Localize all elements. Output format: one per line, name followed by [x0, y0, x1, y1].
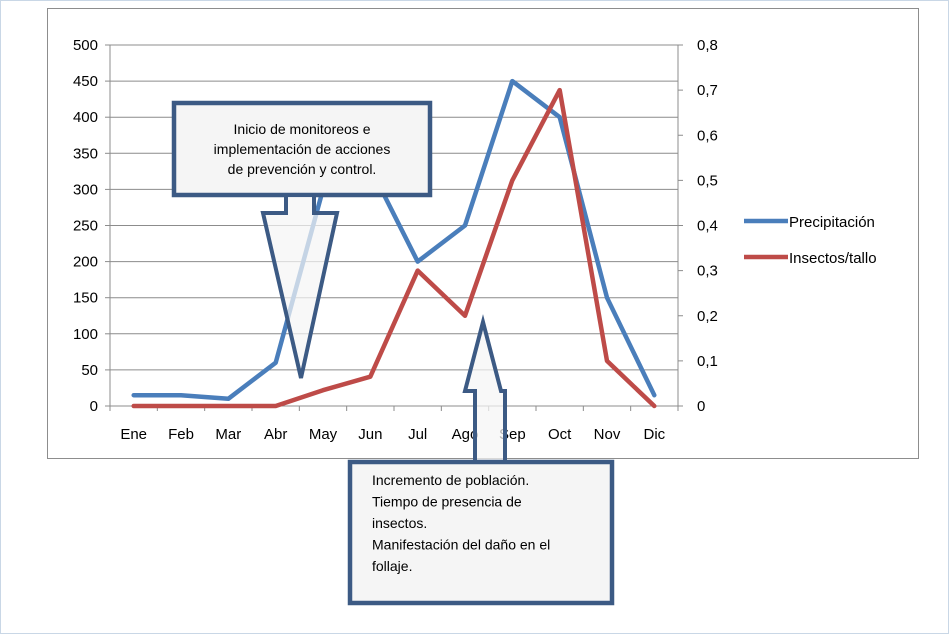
y-left-tick-label: 350	[73, 145, 98, 162]
callout-text-line: insectos.	[372, 515, 427, 531]
x-tick-label: Abr	[264, 426, 287, 443]
legend-label-2: Insectos/tallo	[789, 250, 877, 267]
y-left-tick-label: 100	[73, 326, 98, 343]
series-line-2	[131, 87, 657, 409]
y-right-tick-label: 0	[697, 398, 705, 415]
x-tick-label: Feb	[168, 426, 194, 443]
y-left-tick-label: 200	[73, 254, 98, 271]
y-left-tick-label: 500	[73, 37, 98, 54]
x-tick-label: May	[309, 426, 338, 443]
callout-box	[171, 100, 433, 198]
x-tick-label: Ago	[452, 426, 479, 443]
x-tick-label: Jun	[358, 426, 382, 443]
y-right-tick-label: 0,6	[697, 127, 718, 144]
x-tick-label: Mar	[215, 426, 241, 443]
y-left-tick-label: 400	[73, 109, 98, 126]
x-tick-label: Jul	[408, 426, 427, 443]
y-left-tick-label: 0	[90, 398, 98, 415]
y-left-tick-label: 150	[73, 290, 98, 307]
y-right-tick-label: 0,5	[697, 172, 718, 189]
x-tick-label: Ene	[120, 426, 147, 443]
callout-text-line: Inicio de monitoreos e	[234, 121, 371, 137]
callout-text-line: de prevención y control.	[228, 161, 377, 177]
y-right-tick-label: 0,2	[697, 308, 718, 325]
y-left-tick-label: 300	[73, 181, 98, 198]
y-left-tick-label: 450	[73, 73, 98, 90]
y-right-tick-label: 0,8	[697, 37, 718, 54]
callout-poblacion: Incremento de población. Tiempo de presen…	[347, 314, 615, 606]
y-right-tick-label: 0,3	[697, 263, 718, 280]
callout-text-line: implementación de acciones	[214, 141, 391, 157]
callout-text-line: Incremento de población.	[372, 472, 529, 488]
x-tick-label: Oct	[548, 426, 572, 443]
y-right-tick-label: 0,4	[697, 218, 718, 235]
callout-text-line: Tiempo de presencia de	[372, 494, 522, 510]
x-tick-label: Nov	[594, 426, 621, 443]
callout-arrow	[260, 193, 340, 379]
callout-text-line: Manifestación del daño en el	[372, 537, 550, 553]
x-tick-label: Dic	[643, 426, 665, 443]
callout-text-line: follaje.	[372, 558, 412, 574]
callout-box	[347, 459, 615, 606]
y-left-tick-label: 50	[81, 362, 98, 379]
y-left-tick-label: 250	[73, 218, 98, 235]
legend-label-1: Precipitación	[789, 214, 875, 231]
y-right-tick-label: 0,7	[697, 82, 718, 99]
y-right-tick-label: 0,1	[697, 353, 718, 370]
callout-monitoreo: Inicio de monitoreos e implementación de …	[171, 100, 433, 379]
